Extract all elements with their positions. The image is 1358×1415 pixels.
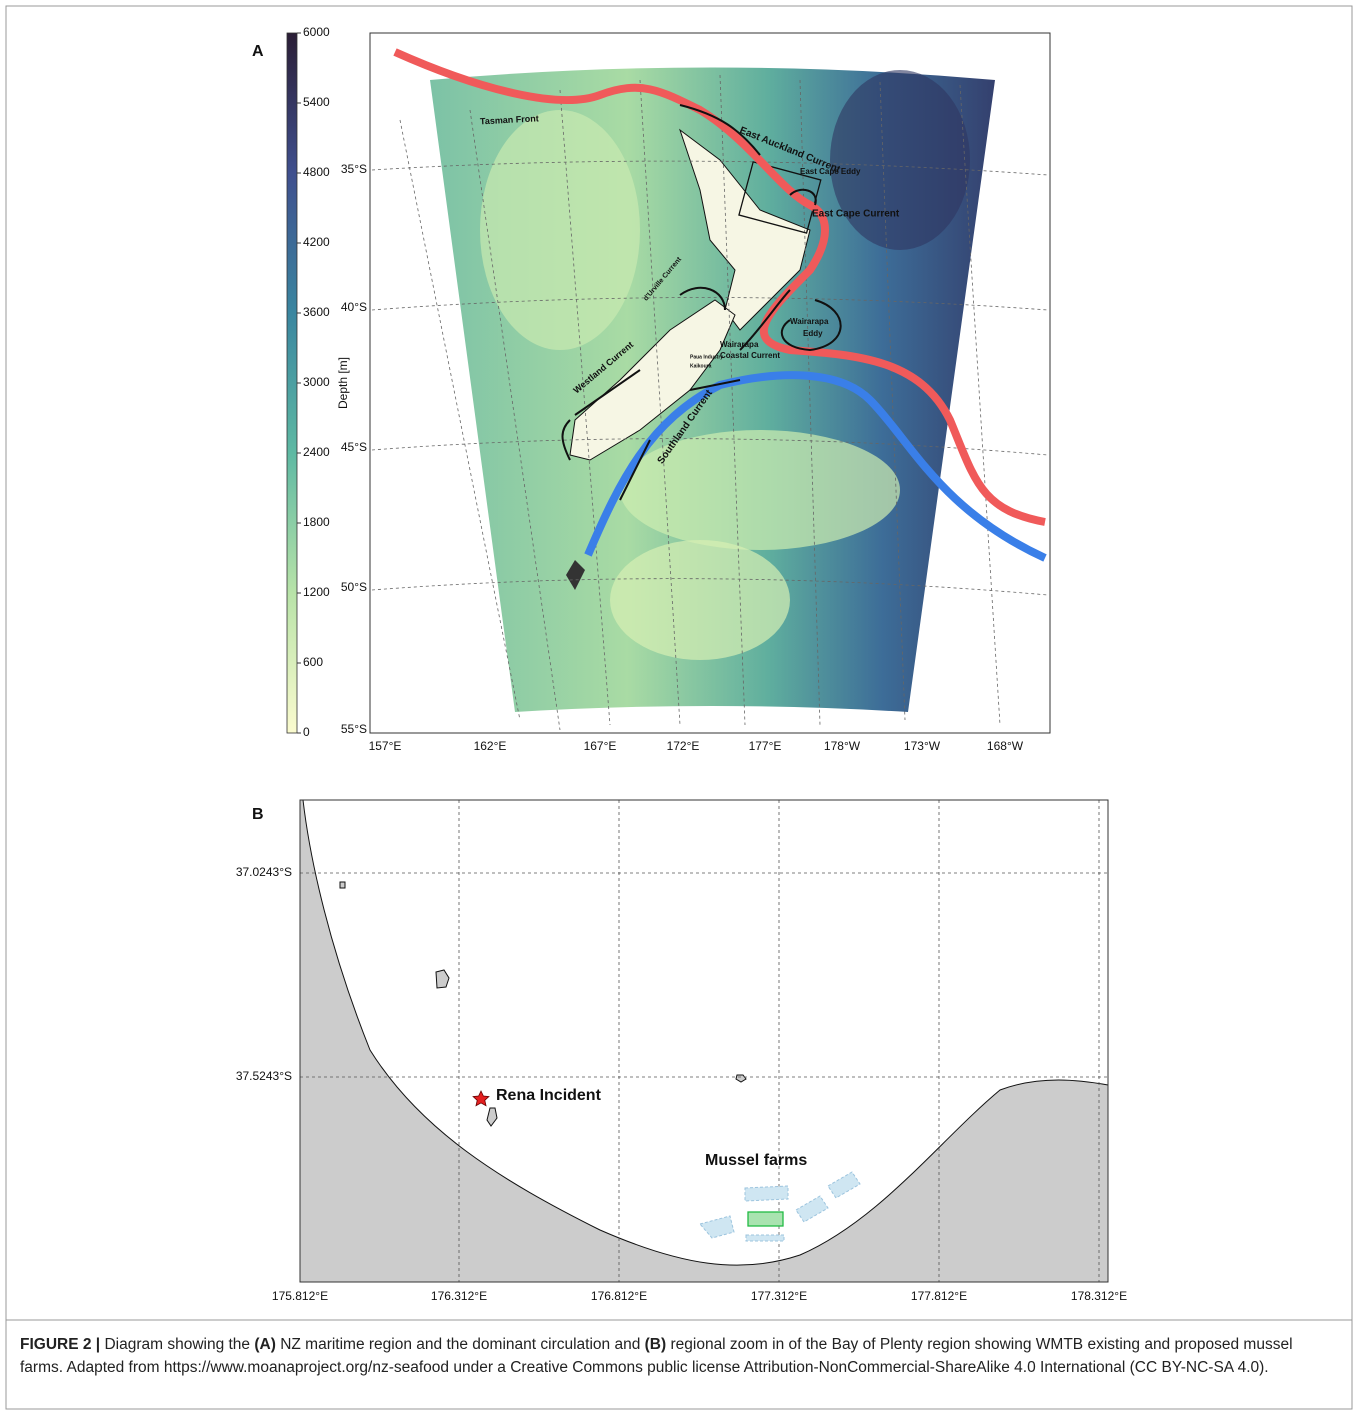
lon-label: 177.812°E <box>911 1289 967 1303</box>
lon-label: 157°E <box>369 739 402 753</box>
caption-text: (B) <box>644 1336 667 1353</box>
map-annotation: Paua Industry <box>690 354 723 360</box>
frame <box>5 5 1353 1410</box>
colorbar-tick-label: 3000 <box>303 375 330 389</box>
lon-label: 177.312°E <box>751 1289 807 1303</box>
map-annotation: Kaikoura <box>690 363 712 369</box>
caption-text: (A) <box>254 1336 276 1353</box>
map-annotation: Eddy <box>803 329 823 338</box>
map-annotation: Mussel farms <box>705 1152 807 1169</box>
lat-label: 35°S <box>341 162 367 176</box>
colorbar-tick-label: 1200 <box>303 585 330 599</box>
colorbar <box>286 32 298 734</box>
colorbar-tick-label: 6000 <box>303 25 330 39</box>
lon-label: 178°W <box>824 739 861 753</box>
map-annotation: East Cape Current <box>812 209 900 220</box>
colorbar-tick-label: 0 <box>303 725 310 739</box>
panel-label: B <box>252 806 264 823</box>
map-b <box>299 799 1109 1283</box>
lat-label: 45°S <box>341 440 367 454</box>
map-a <box>369 32 1051 734</box>
panel-label: A <box>252 43 264 60</box>
lon-label: 176.812°E <box>591 1289 647 1303</box>
lat-label: 37.0243°S <box>236 865 292 879</box>
map-annotation: Wairarapa <box>720 340 759 349</box>
caption: FIGURE 2 | Diagram showing the (A) NZ ma… <box>20 1333 1330 1379</box>
lon-label: 167°E <box>584 739 617 753</box>
caption-text: regional zoom in of the Bay of Plenty re… <box>20 1336 1293 1376</box>
lat-label: 50°S <box>341 580 367 594</box>
lon-label: 162°E <box>474 739 507 753</box>
lat-label: 55°S <box>341 722 367 736</box>
colorbar-tick-label: 600 <box>303 655 323 669</box>
colorbar-tick-label: 4800 <box>303 165 330 179</box>
caption-text: NZ maritime region and the dominant circ… <box>275 1336 645 1353</box>
caption-text: Diagram showing the <box>100 1336 255 1353</box>
map-annotation: Tasman Front <box>480 113 539 126</box>
lon-label: 172°E <box>667 739 700 753</box>
colorbar-tick-label: 2400 <box>303 445 330 459</box>
map-annotation: Coastal Current <box>720 351 780 360</box>
colorbar-tick-label: 5400 <box>303 95 330 109</box>
lon-label: 176.312°E <box>431 1289 487 1303</box>
map-annotation: East Cape Eddy <box>800 167 861 176</box>
colorbar-tick-label: 3600 <box>303 305 330 319</box>
lat-label: 37.5243°S <box>236 1069 292 1083</box>
colorbar-label: Depth [m] <box>336 357 350 409</box>
map-annotation: Rena Incident <box>496 1087 602 1104</box>
map-annotation: Wairarapa <box>790 317 829 326</box>
lon-label: 178.312°E <box>1071 1289 1127 1303</box>
caption-text: FIGURE 2 | <box>20 1336 101 1353</box>
lon-label: 173°W <box>904 739 941 753</box>
colorbar-tick-label: 1800 <box>303 515 330 529</box>
lon-label: 168°W <box>987 739 1024 753</box>
lat-label: 40°S <box>341 300 367 314</box>
colorbar-tick-label: 4200 <box>303 235 330 249</box>
lon-label: 175.812°E <box>272 1289 328 1303</box>
lon-label: 177°E <box>749 739 782 753</box>
